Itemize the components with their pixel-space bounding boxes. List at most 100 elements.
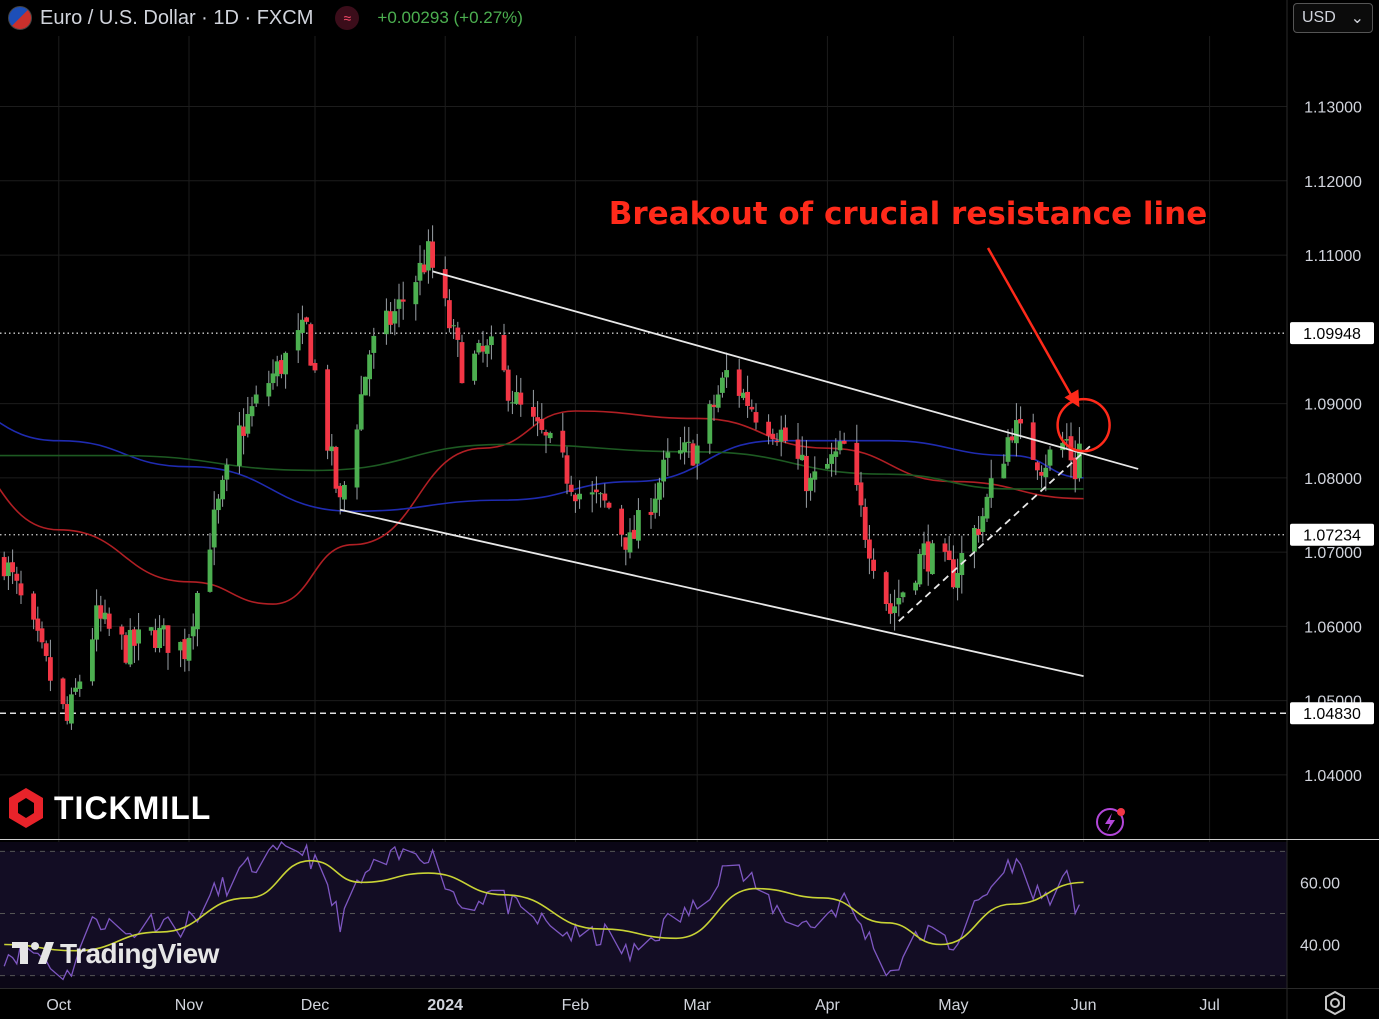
price-label-box <box>1290 523 1374 546</box>
candle-down <box>976 528 981 535</box>
moving-average-line <box>0 422 1084 513</box>
candle-down <box>430 241 435 268</box>
annotation-text: Breakout of crucial resistance line <box>609 196 1207 232</box>
price-tick-label: 1.07000 <box>1304 545 1362 562</box>
candle-up <box>371 335 377 353</box>
candle-down <box>753 412 759 423</box>
tickmill-logo: TICKMILL <box>6 786 211 830</box>
candle-down <box>841 440 847 444</box>
candle-down <box>535 417 540 422</box>
candle-up <box>686 441 692 443</box>
symbol-title[interactable]: Euro / U.S. Dollar · 1D · FXCM <box>40 6 314 29</box>
candle-down <box>279 360 284 374</box>
candle-down <box>623 537 629 550</box>
candle-up <box>342 484 347 500</box>
candle-up <box>988 478 994 498</box>
candle-up <box>1014 420 1019 444</box>
price-tick-label: 1.08000 <box>1304 471 1362 488</box>
price-levels <box>0 332 1287 715</box>
candle-down <box>867 539 872 559</box>
candle-down <box>1018 419 1023 424</box>
candle-down <box>804 455 809 492</box>
channel-trend-line <box>340 508 1084 677</box>
candle-down <box>564 455 570 484</box>
gear-icon[interactable] <box>1322 990 1348 1016</box>
candle-down <box>308 324 314 366</box>
candle-up <box>1047 449 1053 466</box>
time-tick-label: Apr <box>815 997 841 1014</box>
candle-down <box>123 635 129 663</box>
candle-up <box>778 429 784 442</box>
candle-up <box>392 311 398 324</box>
candle-up <box>489 336 494 346</box>
candle-up <box>396 299 402 309</box>
candle-down <box>505 369 511 401</box>
candle-down <box>783 427 788 441</box>
candle-down <box>388 311 393 325</box>
candle-down <box>766 421 771 436</box>
rsi-line <box>3 840 1080 981</box>
candle-up <box>245 414 251 434</box>
candle-up <box>707 404 713 444</box>
candle-up <box>741 392 746 398</box>
candle-down <box>459 342 465 384</box>
time-tick-label: Nov <box>175 997 203 1014</box>
rsi-tick-label: 40.00 <box>1300 938 1340 955</box>
candle-up <box>484 345 490 354</box>
candle-down <box>400 299 406 302</box>
candle-up <box>274 361 280 377</box>
candle-down <box>568 484 574 492</box>
candle-down <box>43 643 49 656</box>
candle-down <box>883 572 889 604</box>
eur-usd-flag-icon <box>8 6 32 30</box>
candle-up <box>90 639 95 682</box>
currency-selector[interactable]: USD ⌄ <box>1293 3 1373 33</box>
candle-up <box>354 429 360 488</box>
candle-up <box>270 373 276 384</box>
candle-up <box>724 370 729 378</box>
candle-up <box>917 553 923 585</box>
price-tick-label: 1.12000 <box>1304 174 1362 191</box>
candle-down <box>711 404 717 408</box>
annotation-arrow-line <box>986 247 1075 400</box>
price-tick-label: 1.13000 <box>1304 100 1362 117</box>
candle-up <box>367 354 372 380</box>
candle-down <box>858 482 864 506</box>
time-tick-label: Mar <box>683 997 711 1014</box>
rsi-ma-line <box>4 859 1084 952</box>
candle-up <box>661 459 666 482</box>
candle-up <box>829 454 834 464</box>
candle-down <box>619 508 624 535</box>
candle-up <box>157 627 162 649</box>
approx-icon[interactable]: ≈ <box>335 6 360 30</box>
candle-up <box>102 612 108 620</box>
candle-down <box>480 345 486 352</box>
candle-up <box>547 432 553 439</box>
candle-down <box>606 502 612 508</box>
candle-up <box>363 376 368 396</box>
candle-up <box>476 343 482 353</box>
candle-down <box>182 639 188 660</box>
candle-up <box>69 694 74 724</box>
candle-up <box>1064 439 1070 441</box>
candle-down <box>942 543 948 552</box>
candle-down <box>925 541 931 572</box>
candle-up <box>358 394 364 430</box>
candle-down <box>10 562 15 573</box>
candle-down <box>1009 436 1015 441</box>
price-label-box <box>1290 322 1374 345</box>
candle-up <box>237 425 242 466</box>
candle-down <box>337 485 343 498</box>
candle-down <box>501 335 507 371</box>
price-tick-label: 1.11000 <box>1305 248 1362 265</box>
candle-down <box>60 678 66 705</box>
candle-down <box>690 443 696 466</box>
alert-badge-dot <box>1117 808 1125 816</box>
candle-up <box>417 262 423 281</box>
candle-down <box>325 369 330 451</box>
candle-down <box>518 392 524 405</box>
time-tick-label: Dec <box>301 997 329 1014</box>
candle-up <box>980 516 986 532</box>
alert-badge-ring <box>1096 808 1124 836</box>
